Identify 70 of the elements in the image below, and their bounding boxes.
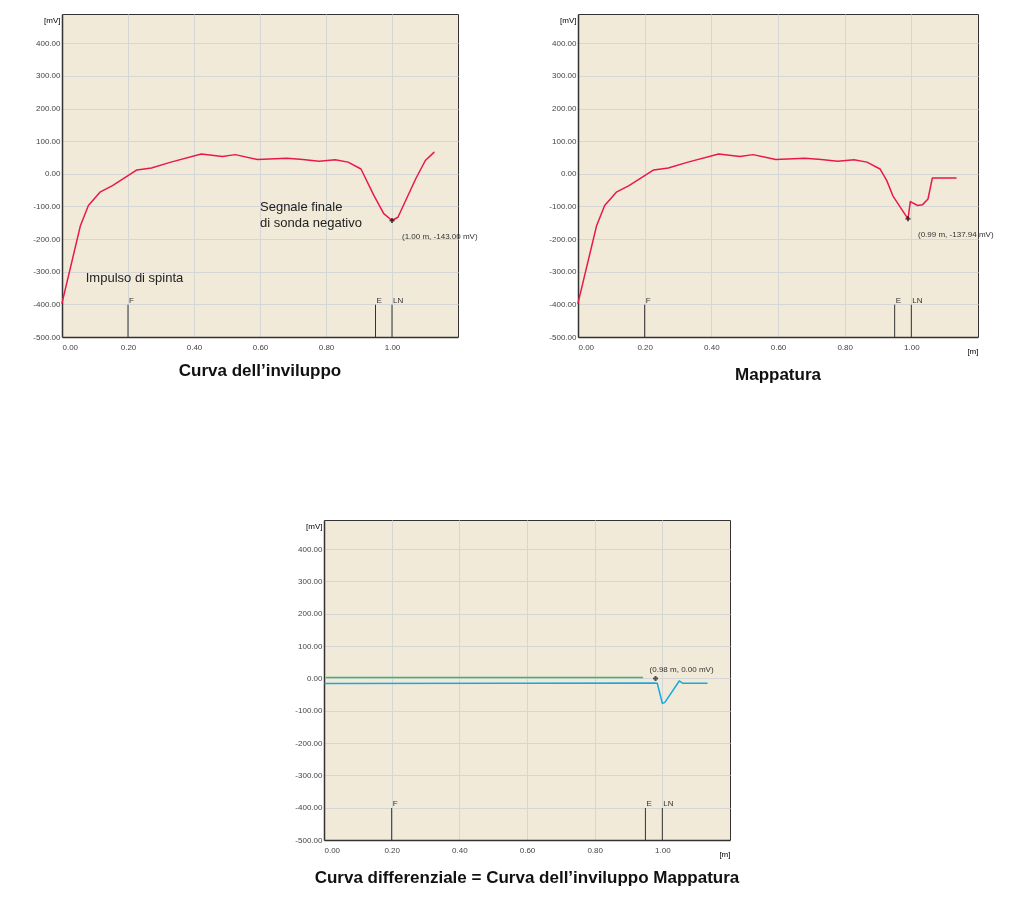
- ref-line-label: E: [646, 799, 652, 808]
- x-tick-label: 0.20: [637, 342, 654, 352]
- y-axis-title: [mV]: [44, 15, 61, 25]
- y-tick-label: -400.00: [33, 299, 62, 309]
- x-tick-label: 0.80: [837, 342, 854, 352]
- y-tick-label: -500.00: [33, 332, 62, 342]
- x-tick-label: 0.80: [587, 845, 604, 855]
- y-tick-label: -300.00: [295, 770, 324, 780]
- text: Curva differenziale = Curva dell’inviluppo Mappatura: [314, 868, 740, 887]
- y-tick-label: 100.00: [36, 136, 62, 146]
- x-tick-label: 0.60: [252, 342, 269, 352]
- annotation: Segnale finale di sonda negativo: [260, 199, 362, 231]
- y-tick-label: 200.00: [552, 104, 578, 114]
- x-tick-label: 1.00: [904, 342, 921, 352]
- y-tick-label: 200.00: [36, 104, 62, 114]
- x-tick-label: 1.00: [384, 342, 401, 352]
- y-tick-label: -400.00: [549, 299, 578, 309]
- x-axis-title: [m]: [719, 849, 731, 859]
- x-tick-label: 0.00: [324, 845, 341, 855]
- ref-line-label: E: [895, 295, 902, 305]
- x-tick-label: 0.20: [120, 342, 137, 352]
- y-tick-label: 400.00: [36, 38, 62, 48]
- y-tick-label: -200.00: [549, 234, 578, 244]
- y-tick-label: 100.00: [298, 641, 324, 651]
- y-tick-label: 300.00: [36, 71, 62, 81]
- x-tick-label: 0.60: [519, 845, 536, 855]
- ref-line-label: F: [392, 799, 398, 808]
- y-tick-label: 400.00: [298, 544, 324, 554]
- y-tick-label: 200.00: [298, 609, 324, 619]
- y-tick-label: -200.00: [295, 738, 324, 748]
- y-tick-label: -100.00: [549, 201, 578, 211]
- x-tick-label: 0.20: [384, 845, 401, 855]
- y-tick-label: 100.00: [552, 136, 578, 146]
- y-tick-label: -100.00: [33, 201, 62, 211]
- y-tick-label: 300.00: [298, 576, 324, 586]
- x-tick-label: 0.00: [62, 342, 79, 352]
- y-tick-label: 400.00: [552, 38, 578, 48]
- x-tick-label: 1.00: [655, 845, 672, 855]
- y-tick-label: -500.00: [295, 835, 324, 845]
- x-tick-label: 0.60: [770, 342, 787, 352]
- y-axis-title: [mV]: [560, 15, 577, 25]
- y-tick-label: 0.00: [306, 673, 324, 683]
- x-tick-label: 0.00: [578, 342, 595, 352]
- y-tick-label: 300.00: [552, 71, 578, 81]
- ref-line-label: E: [376, 295, 382, 305]
- annotation: (0.99 m, -137.94 mV): [918, 229, 994, 239]
- ref-line-label: LN: [393, 295, 404, 305]
- y-tick-label: 0.00: [560, 169, 578, 179]
- text: Mappatura: [735, 365, 822, 384]
- text: Curva dell’inviluppo: [178, 361, 342, 380]
- y-tick-label: -200.00: [33, 234, 62, 244]
- y-tick-label: -400.00: [295, 803, 324, 813]
- x-tick-label: 0.80: [318, 342, 335, 352]
- y-tick-label: 0.00: [44, 169, 62, 179]
- y-axis-title: [mV]: [306, 521, 323, 531]
- ref-line-label: LN: [663, 799, 674, 808]
- ref-line-label: F: [129, 295, 134, 305]
- x-tick-label: 0.40: [186, 342, 203, 352]
- x-axis-title: [m]: [967, 346, 979, 356]
- line-series: [61, 151, 435, 304]
- y-tick-label: -300.00: [549, 267, 578, 277]
- y-tick-label: -500.00: [549, 332, 578, 342]
- ref-line-label: LN: [912, 295, 923, 305]
- annotation: Impulso di spinta: [85, 270, 185, 286]
- y-tick-label: -300.00: [33, 267, 62, 277]
- ref-line-label: F: [645, 295, 651, 305]
- x-tick-label: 0.40: [704, 342, 721, 352]
- x-tick-label: 0.40: [452, 845, 469, 855]
- annotation: (0.98 m, 0.00 mV): [649, 665, 714, 675]
- y-tick-label: -100.00: [295, 706, 324, 716]
